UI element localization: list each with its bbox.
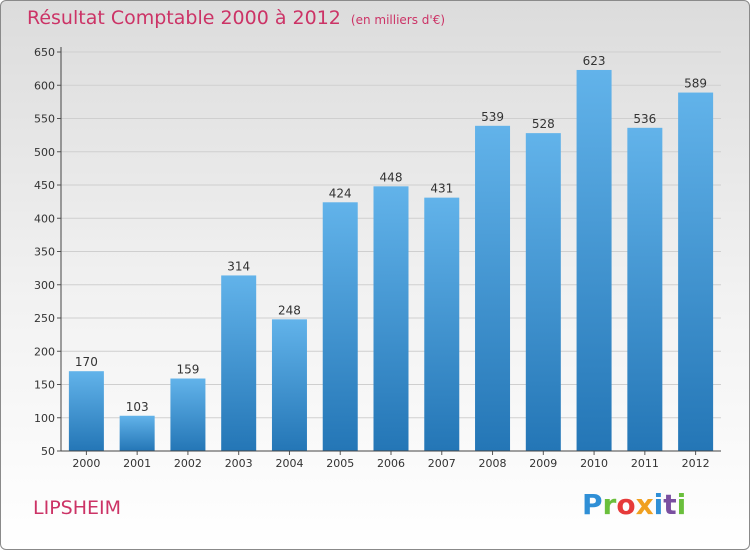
x-tick-label: 2012 — [682, 457, 710, 470]
data-label: 159 — [176, 363, 199, 377]
x-tick-label: 2002 — [174, 457, 202, 470]
bar-2002 — [170, 378, 206, 451]
y-tick-label: 650 — [34, 46, 55, 59]
logo-letter: i — [653, 488, 664, 521]
data-label: 539 — [481, 110, 504, 124]
logo-letter: t — [663, 488, 677, 521]
data-label: 170 — [75, 355, 98, 369]
x-tick-label: 2009 — [529, 457, 557, 470]
bar-2009 — [525, 133, 561, 451]
bar-2011 — [627, 127, 663, 451]
x-tick-label: 2004 — [275, 457, 303, 470]
bar-2004 — [271, 319, 307, 451]
y-tick-label: 400 — [34, 212, 55, 225]
bar-2001 — [119, 415, 155, 451]
commune-name: LIPSHEIM — [33, 497, 121, 519]
y-tick-label: 450 — [34, 179, 55, 192]
logo-letter: x — [635, 488, 654, 521]
x-tick-label: 2000 — [72, 457, 100, 470]
x-tick-label: 2011 — [631, 457, 659, 470]
x-tick-label: 2007 — [428, 457, 456, 470]
data-label: 424 — [329, 186, 352, 200]
bar-2008 — [475, 125, 511, 451]
bar-2000 — [68, 371, 104, 451]
bar-2012 — [678, 92, 714, 451]
data-labels: 170 103 159 314 248 424 448 431 539 528 623 536 589 — [75, 54, 707, 414]
x-axis-ticks: 2000 2001 2002 2003 2004 2005 2006 2007 2008 2009… — [72, 451, 710, 470]
y-tick-label: 550 — [34, 113, 55, 126]
x-tick-label: 2006 — [377, 457, 405, 470]
x-tick-label: 2003 — [225, 457, 253, 470]
data-label: 448 — [380, 170, 403, 184]
logo-letter: o — [616, 488, 636, 521]
data-label: 589 — [684, 77, 707, 91]
chart-title-block: Résultat Comptable 2000 à 2012 (en millie… — [27, 7, 445, 29]
y-tick-label: 200 — [34, 345, 55, 358]
logo-letter: i — [676, 488, 687, 521]
bar-2010 — [576, 69, 612, 451]
axes — [60, 47, 721, 452]
y-tick-label: 50 — [41, 445, 55, 458]
chart-unit: (en milliers d'€) — [350, 13, 446, 27]
y-tick-label: 300 — [34, 279, 55, 292]
data-label: 528 — [532, 117, 555, 131]
data-label: 248 — [278, 303, 301, 317]
proxiti-logo: Proxiti — [582, 488, 686, 521]
bars — [68, 69, 714, 451]
y-tick-label: 150 — [34, 379, 55, 392]
y-tick-label: 350 — [34, 246, 55, 259]
logo-letter: P — [582, 488, 603, 521]
bar-2003 — [221, 275, 257, 451]
data-label: 103 — [126, 400, 149, 414]
y-tick-label: 100 — [34, 412, 55, 425]
y-axis-ticks: 50 100 150 200 250 300 350 400 450 500 550 600 650 — [34, 46, 61, 458]
bar-2005 — [322, 202, 358, 451]
bar-2006 — [373, 186, 409, 451]
x-tick-label: 2008 — [479, 457, 507, 470]
x-tick-label: 2005 — [326, 457, 354, 470]
data-label: 431 — [430, 182, 453, 196]
x-tick-label: 2001 — [123, 457, 151, 470]
x-tick-label: 2010 — [580, 457, 608, 470]
y-tick-label: 500 — [34, 146, 55, 159]
data-label: 536 — [633, 112, 656, 126]
chart-title: Résultat Comptable 2000 à 2012 — [27, 7, 341, 29]
data-label: 623 — [583, 54, 606, 68]
y-tick-label: 600 — [34, 79, 55, 92]
data-label: 314 — [227, 259, 250, 273]
bar-2007 — [424, 197, 460, 451]
y-tick-label: 250 — [34, 312, 55, 325]
logo-letter: r — [602, 488, 617, 521]
